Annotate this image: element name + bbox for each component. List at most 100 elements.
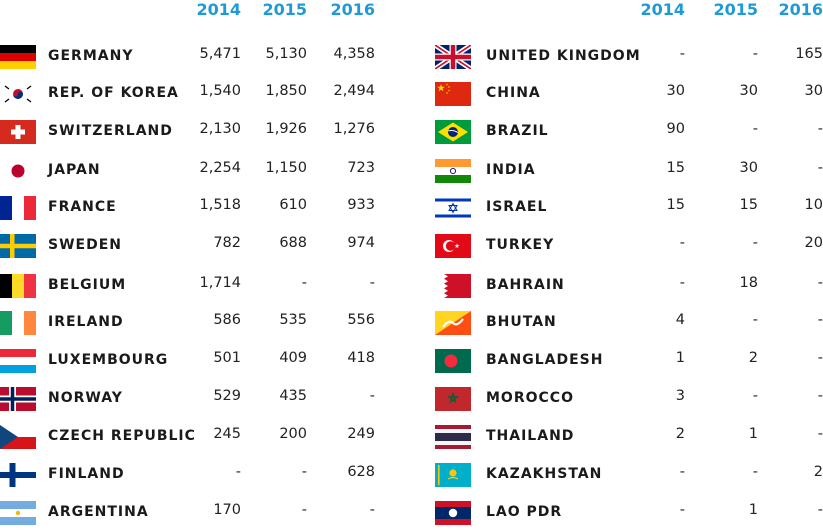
value-2016: -	[369, 502, 375, 518]
value-2015: 1,150	[265, 160, 307, 176]
value-2015: 535	[279, 312, 307, 328]
value-2016: 2	[813, 464, 823, 480]
turkey-flag-icon	[435, 234, 471, 258]
value-2016: -	[369, 388, 375, 404]
table-row: IRELAND 586 535 556	[0, 311, 823, 341]
table-row: ARGENTINA 170 - -	[0, 501, 823, 531]
value-2014: -	[679, 235, 685, 251]
sweden-flag-icon	[0, 234, 36, 258]
table-row: KAZAKHSTAN - - 2	[0, 463, 823, 493]
country-name: TURKEY	[486, 237, 555, 253]
country-name: BHUTAN	[486, 314, 557, 330]
country-name: BANGLADESH	[486, 352, 604, 368]
germany-flag-icon	[0, 45, 36, 69]
year-header-2016: 2016	[778, 0, 823, 19]
value-2016: 165	[795, 46, 823, 62]
value-2015: 610	[279, 197, 307, 213]
value-2014: 15	[666, 160, 685, 176]
value-2014: -	[235, 464, 241, 480]
country-name: IRELAND	[48, 314, 124, 330]
table-row: THAILAND 2 1 -	[0, 425, 823, 455]
value-2016: 30	[804, 83, 823, 99]
value-2016: -	[817, 426, 823, 442]
value-2016: -	[817, 350, 823, 366]
value-2016: -	[817, 275, 823, 291]
table-row: GERMANY 5,471 5,130 4,358	[0, 45, 823, 75]
table-row: BELGIUM 1,714 - -	[0, 274, 823, 304]
table-row: INDIA 15 30 -	[0, 159, 823, 189]
value-2016: 723	[347, 160, 375, 176]
table-row: CZECH REPUBLIC 245 200 249	[0, 425, 823, 455]
table-row: CHINA 30 30 30	[0, 82, 823, 112]
value-2015: 1,926	[265, 121, 307, 137]
value-2015: 688	[279, 235, 307, 251]
country-name: FRANCE	[48, 199, 117, 215]
finland-flag-icon	[0, 463, 36, 487]
value-2014: 1,714	[199, 275, 241, 291]
value-2015: 2	[748, 350, 758, 366]
belgium-flag-icon	[0, 274, 36, 298]
value-2015: -	[301, 502, 307, 518]
value-2015: 200	[279, 426, 307, 442]
table-row: FRANCE 1,518 610 933	[0, 196, 823, 226]
value-2016: 933	[347, 197, 375, 213]
value-2015: 1	[748, 426, 758, 442]
table-row: TURKEY - - 20	[0, 234, 823, 264]
country-name: UNITED KINGDOM	[486, 48, 641, 64]
value-2016: 1,276	[333, 121, 375, 137]
switzerland-flag-icon	[0, 120, 36, 144]
value-2016: 249	[347, 426, 375, 442]
value-2016: -	[817, 502, 823, 518]
value-2016: -	[817, 121, 823, 137]
country-name: ARGENTINA	[48, 504, 149, 520]
country-name: SWEDEN	[48, 237, 122, 253]
value-2015: -	[301, 464, 307, 480]
value-2014: 2	[675, 426, 685, 442]
value-2015: 409	[279, 350, 307, 366]
country-name: BRAZIL	[486, 123, 549, 139]
country-name: ISRAEL	[486, 199, 548, 215]
country-name: CHINA	[486, 85, 541, 101]
value-2016: 4,358	[333, 46, 375, 62]
value-2014: 15	[666, 197, 685, 213]
country-name: KAZAKHSTAN	[486, 466, 603, 482]
value-2015: -	[752, 235, 758, 251]
morocco-flag-icon	[435, 387, 471, 411]
country-name: BELGIUM	[48, 277, 127, 293]
france-flag-icon	[0, 196, 36, 220]
value-2015: -	[301, 275, 307, 291]
table-row: BAHRAIN - 18 -	[0, 274, 823, 304]
value-2014: -	[679, 46, 685, 62]
value-2014: 5,471	[199, 46, 241, 62]
table-row: LUXEMBOURG 501 409 418	[0, 349, 823, 379]
value-2015: 5,130	[265, 46, 307, 62]
value-2014: 90	[666, 121, 685, 137]
value-2015: -	[752, 312, 758, 328]
value-2016: 556	[347, 312, 375, 328]
bahrain-flag-icon	[435, 274, 471, 298]
year-header-2016: 2016	[330, 0, 375, 19]
value-2014: 1	[675, 350, 685, 366]
value-2016: -	[817, 160, 823, 176]
table-row: UNITED KINGDOM - - 165	[0, 45, 823, 75]
table-row: SWITZERLAND 2,130 1,926 1,276	[0, 120, 823, 150]
value-2014: 30	[666, 83, 685, 99]
value-2014: 3	[675, 388, 685, 404]
country-name: SWITZERLAND	[48, 123, 173, 139]
country-name: INDIA	[486, 162, 536, 178]
czech-republic-flag-icon	[0, 425, 36, 449]
luxembourg-flag-icon	[0, 349, 36, 373]
value-2014: 170	[213, 502, 241, 518]
value-2015: -	[752, 464, 758, 480]
value-2015: 1,850	[265, 83, 307, 99]
table-row: BRAZIL 90 - -	[0, 120, 823, 150]
country-name: LAO PDR	[486, 504, 563, 520]
israel-flag-icon	[435, 196, 471, 220]
country-name: THAILAND	[486, 428, 575, 444]
south-korea-flag-icon	[0, 82, 36, 106]
table-row: BHUTAN 4 - -	[0, 311, 823, 341]
laos-flag-icon	[435, 501, 471, 525]
value-2016: 2,494	[333, 83, 375, 99]
value-2014: 501	[213, 350, 241, 366]
value-2014: 1,518	[199, 197, 241, 213]
